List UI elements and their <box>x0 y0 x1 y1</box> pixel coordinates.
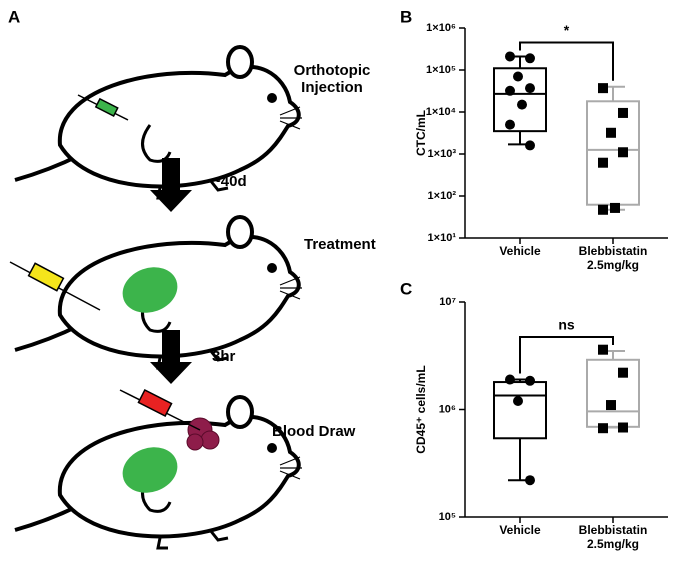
data-point <box>505 119 515 130</box>
y-tick-label: 1×10³ <box>428 148 457 160</box>
x-tick-label: Vehicle <box>499 244 541 258</box>
significance-label: * <box>564 22 570 38</box>
data-point <box>525 375 535 386</box>
box <box>493 381 547 440</box>
y-tick-label: 1×10⁶ <box>426 22 456 34</box>
data-point <box>505 85 515 96</box>
data-point <box>606 127 616 138</box>
data-point <box>525 140 535 151</box>
y-tick-label: 10⁶ <box>439 403 456 415</box>
panel-label: C <box>400 279 412 298</box>
data-point <box>618 107 628 118</box>
y-axis-label: CTC/mL <box>414 110 428 156</box>
data-point <box>598 204 608 215</box>
data-point <box>598 157 608 168</box>
box <box>493 67 547 133</box>
data-point <box>618 422 628 433</box>
x-tick-label: Blebbistatin 2.5mg/kg <box>578 244 648 272</box>
y-axis-label: CD45⁺ cells/mL <box>414 365 428 453</box>
interval-label: 3hr <box>212 348 236 365</box>
data-point <box>525 83 535 94</box>
step-label: Treatment <box>304 236 376 253</box>
significance-bracket <box>519 336 614 374</box>
data-point <box>598 344 608 355</box>
step-label: Blood Draw <box>272 423 356 440</box>
panel-label: B <box>400 7 412 26</box>
panel-label: A <box>8 7 20 26</box>
x-tick-label: Blebbistatin 2.5mg/kg <box>578 523 648 551</box>
data-point <box>618 147 628 158</box>
y-tick-label: 10⁷ <box>439 296 456 308</box>
interval-label: ~40d <box>212 173 247 190</box>
data-point <box>513 71 523 82</box>
data-point <box>525 53 535 64</box>
significance-bracket <box>519 41 614 81</box>
box <box>586 100 640 206</box>
significance-label: ns <box>558 317 575 333</box>
data-point <box>598 423 608 434</box>
y-tick-label: 1×10⁴ <box>426 106 456 118</box>
step-label: Orthotopic Injection <box>293 62 371 97</box>
data-point <box>505 374 515 385</box>
y-tick-label: 1×10² <box>428 190 457 202</box>
x-tick-label: Vehicle <box>499 523 541 537</box>
data-point <box>525 475 535 486</box>
y-tick-label: 1×10¹ <box>428 232 457 244</box>
box <box>586 358 640 428</box>
data-point <box>513 395 523 406</box>
y-tick-label: 1×10⁵ <box>426 64 456 76</box>
data-point <box>598 83 608 94</box>
mouse-illustration <box>9 45 304 550</box>
y-tick-label: 10⁵ <box>439 511 456 523</box>
data-point <box>517 99 527 110</box>
data-point <box>618 367 628 378</box>
data-point <box>505 51 515 62</box>
data-point <box>606 400 616 411</box>
data-point <box>610 202 620 213</box>
